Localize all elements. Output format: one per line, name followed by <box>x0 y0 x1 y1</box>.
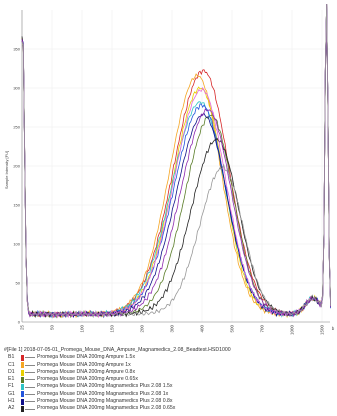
extra-trace-line <box>21 3 331 319</box>
legend-entry: E1 Promega Mouse DNA 200mg Ampure 0.65x <box>4 376 334 383</box>
legend-series-name: Promega Mouse DNA 200mg Magnamedics Plus… <box>37 405 176 412</box>
y-tick-label: 250 <box>13 125 20 130</box>
legend-line-sample <box>25 401 35 403</box>
legend-series-name: Promega Mouse DNA 200mg Ampure 0.65x <box>37 376 138 383</box>
x-tick-label: 500 <box>230 325 235 333</box>
series-line-a2 <box>21 3 331 318</box>
x-tick-labels: 25 50 100 150 200 300 400 500 700 1000 1500 <box>20 325 325 336</box>
x-tick-label: 1000 <box>290 325 295 336</box>
legend-line-sample <box>25 357 35 359</box>
legend-series-name: Promega Mouse DNA 200mg Magnamedics Plus… <box>37 398 173 405</box>
legend-line-sample <box>25 408 35 410</box>
x-tick-label: 150 <box>110 325 115 333</box>
legend-line-sample <box>25 372 35 374</box>
series-lines <box>21 3 331 319</box>
legend-color-swatch <box>21 362 24 369</box>
legend-line-sample <box>25 386 35 388</box>
legend-color-swatch <box>21 398 24 405</box>
legend-color-swatch <box>21 391 24 398</box>
legend-title: #[File 1] 2018-07-05-01_Promega_Mouse_DN… <box>4 347 231 353</box>
x-tick-label: 100 <box>80 325 85 333</box>
y-tick-label: 300 <box>13 86 20 91</box>
legend-series-name: Promega Mouse DNA 200mg Ampure 1x <box>37 361 131 368</box>
legend-well-label: E1 <box>8 376 15 383</box>
legend-line-sample <box>25 364 35 366</box>
y-tick-label: 200 <box>13 164 20 169</box>
legend-color-swatch <box>21 354 24 361</box>
legend-entry: F1 Promega Mouse DNA 200mg Magnamedics Pl… <box>4 383 334 391</box>
legend-line-sample <box>25 379 35 381</box>
y-axis-label: Sample Intensity [FU] <box>4 151 9 189</box>
legend-well-label: H1 <box>8 398 15 405</box>
x-unit-marker: b <box>332 326 335 331</box>
legend-well-label: B1 <box>8 354 15 361</box>
legend-line-sample <box>25 393 35 395</box>
x-tick-label: 25 <box>20 325 25 331</box>
legend-color-swatch <box>21 369 24 376</box>
y-tick-label: 50 <box>16 281 21 286</box>
legend-well-label: C1 <box>8 361 15 368</box>
y-tick-label: 150 <box>13 203 20 208</box>
y-tick-label: 350 <box>13 47 20 52</box>
legend-well-label: G1 <box>8 390 15 397</box>
legend-series-name: Promega Mouse DNA 200mg Ampure 0.8x <box>37 368 136 375</box>
x-tick-label: 1500 <box>320 325 325 336</box>
series-line-h1 <box>21 3 331 319</box>
extra-trace-line <box>21 3 331 318</box>
legend-well-label: A2 <box>8 405 15 412</box>
legend-color-swatch <box>21 406 24 413</box>
legend-entry: B1 Promega Mouse DNA 200mg Ampure 1.5x <box>4 354 334 361</box>
y-tick-labels: 0 50 100 150 200 250 300 350 <box>13 47 20 325</box>
x-tick-label: 300 <box>170 325 175 333</box>
y-tick-label: 0 <box>18 320 21 325</box>
y-tick-label: 100 <box>13 242 20 247</box>
legend-series-name: Promega Mouse DNA 200mg Ampure 1.5x <box>37 354 136 361</box>
electropherogram-chart: 0 50 100 150 200 250 300 350 25 50 100 150 200 300 40… <box>4 3 335 336</box>
legend-color-swatch <box>21 376 24 383</box>
legend-entry: D1 Promega Mouse DNA 200mg Ampure 0.8x <box>4 369 334 376</box>
legend-entry: A2 Promega Mouse DNA 200mg Magnamedics Pl… <box>4 405 334 413</box>
legend-entry: H1 Promega Mouse DNA 200mg Magnamedics Pl… <box>4 398 334 405</box>
legend: #[File 1] 2018-07-05-01_Promega_Mouse_DN… <box>4 347 334 413</box>
legend-well-label: D1 <box>8 368 15 375</box>
x-tick-label: 200 <box>140 325 145 333</box>
x-tick-label: 50 <box>50 325 55 331</box>
x-tick-label: 700 <box>260 325 265 333</box>
legend-entry: C1 Promega Mouse DNA 200mg Ampure 1x <box>4 362 334 369</box>
legend-series-name: Promega Mouse DNA 200mg Magnamedics Plus… <box>37 383 173 390</box>
legend-series-name: Promega Mouse DNA 200mg Magnamedics Plus… <box>37 390 169 397</box>
legend-well-label: F1 <box>8 383 15 390</box>
legend-color-swatch <box>21 384 24 391</box>
x-tick-label: 400 <box>200 325 205 333</box>
legend-entry: G1 Promega Mouse DNA 200mg Magnamedics Pl… <box>4 391 334 398</box>
